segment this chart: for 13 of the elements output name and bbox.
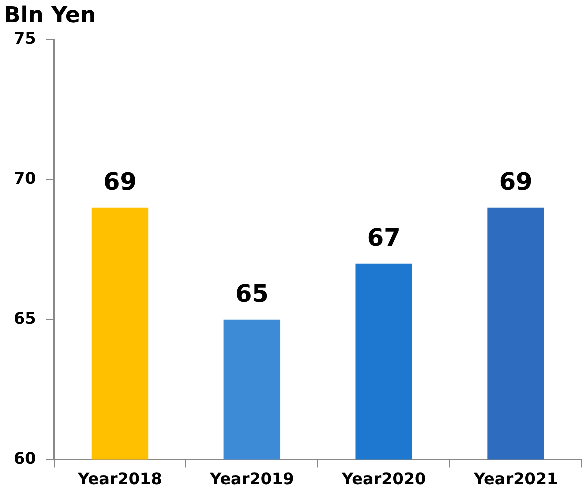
y-axis-title: Bln Yen (4, 4, 96, 29)
data-label: 65 (235, 280, 269, 308)
x-tick-label: Year2021 (472, 470, 558, 489)
x-tick-label: Year2018 (77, 470, 162, 489)
data-label: 67 (367, 224, 401, 252)
y-tick-label: 70 (14, 169, 36, 188)
x-tick-label: Year2019 (209, 470, 294, 489)
y-tick-label: 65 (14, 309, 36, 328)
y-tick-label: 60 (14, 448, 36, 468)
y-tick-label: 75 (14, 29, 36, 48)
data-label: 69 (499, 168, 533, 196)
data-label: 69 (104, 168, 137, 196)
x-tick-label: Year2020 (341, 470, 426, 489)
